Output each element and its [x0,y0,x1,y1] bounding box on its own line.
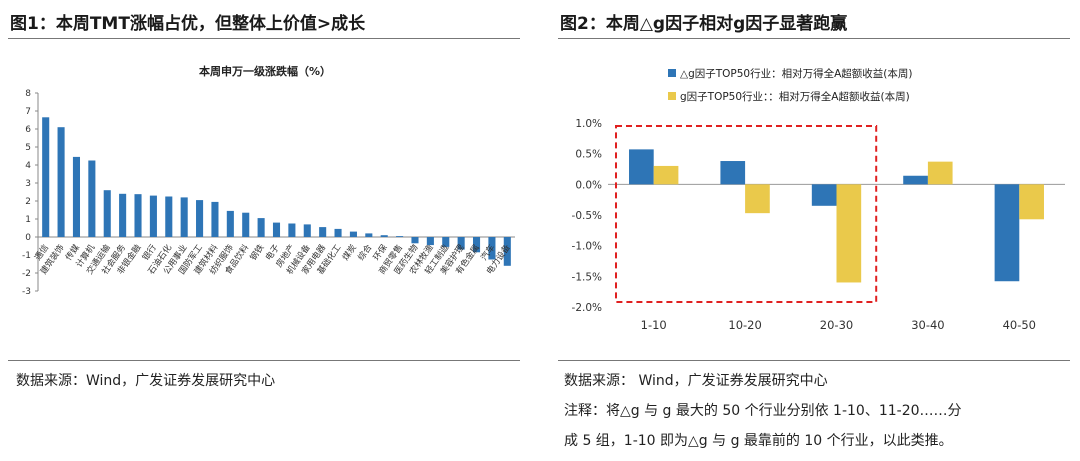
bar [165,196,173,237]
x-tick-label: 30-40 [911,318,944,332]
bar [103,190,111,237]
bar [272,222,281,237]
bar [303,224,311,237]
legend-swatch [668,92,676,100]
y-tick-label: 7 [25,107,31,117]
figure-2-title: 图2：本周△g因子相对g因子显著跑赢 [560,14,848,34]
legend-swatch [668,69,676,77]
data-source: 数据来源： Wind，广发证券发展研究中心 [564,373,828,389]
legend-label: g因子TOP50行业：：相对万得全A超额收益(本周) [680,90,910,103]
bar [411,237,419,244]
y-tick-label: 0 [25,233,31,243]
y-tick-label: 0.5% [575,149,602,161]
bar [927,161,953,185]
y-tick-label: -1 [22,251,31,261]
source-rule [8,360,520,361]
bar [180,197,188,237]
bar [472,237,481,253]
bar [196,200,204,237]
note-line-2: 成 5 组，1-10 即为△g 与 g 最靠前的 10 个行业，以此类推。 [564,433,953,449]
title-rule [558,38,1070,39]
bar [88,160,96,237]
y-tick-label: 3 [25,179,31,189]
x-tick-label: 10-20 [728,318,761,332]
bar [745,184,770,214]
x-tick-label: 40-50 [1003,318,1036,332]
bar [349,231,357,237]
x-tick-label: 20-30 [820,318,853,332]
y-tick-label: 5 [25,143,31,153]
bar [426,237,434,246]
bar [457,237,465,250]
y-tick-label: 8 [25,89,31,99]
y-tick-label: -0.5% [572,210,602,222]
bar [57,127,65,237]
chart-title: 本周申万一级涨跌幅（%） [199,64,331,78]
bar [994,184,1020,282]
factor-excess-return-chart: △g因子TOP50行业：相对万得全A超额收益(本周) g因子TOP50行业：：相对… [572,67,1065,332]
y-tick-label: -1.5% [572,271,602,283]
bar [653,165,679,185]
x-tick-label: 1-10 [641,318,667,332]
bar [288,223,296,237]
bar [811,184,837,206]
bar [380,235,388,237]
y-tick-label: -2 [22,269,31,279]
bar [211,201,219,237]
bar [488,237,496,260]
bar [134,194,142,237]
bar [365,233,373,237]
y-tick-label: 1 [25,215,31,225]
bar [149,195,157,237]
highlight-box [615,125,878,303]
data-source: 数据来源：Wind，广发证券发展研究中心 [16,373,276,389]
legend-label: △g因子TOP50行业：相对万得全A超额收益(本周) [680,67,913,80]
bar [629,149,654,185]
x-tick-label: 综合 [356,242,375,263]
right-figure-panel: 图2：本周△g因子相对g因子显著跑赢 △g因子TOP50行业：相对万得全A超额收… [550,0,1080,461]
y-tick-label: -1.0% [572,241,602,253]
bar [242,212,250,237]
y-tick-label: -2.0% [572,302,602,314]
x-tick-label: 钢铁 [248,242,267,263]
y-tick-label: 4 [25,161,31,171]
title-rule [8,38,520,39]
x-tick-label: 煤炭 [340,242,359,263]
bar [257,218,265,237]
note-line-1: 注释：将△g 与 g 最大的 50 个行业分别依 1-10、11-20……分 [564,403,962,419]
source-rule [558,360,1070,361]
y-tick-label: -3 [22,287,31,297]
left-figure-panel: 图1：本周TMT涨幅占优，但整体上价值>成长 本周申万一级涨跌幅（%） -3 -2 -… [0,0,530,461]
bar [72,156,81,237]
y-tick-label: 6 [25,125,31,135]
y-tick-label: 0.0% [575,179,602,191]
bar [42,117,50,237]
figure-1-title: 图1：本周TMT涨幅占优，但整体上价值>成长 [10,14,366,34]
bar [334,228,342,237]
bar [319,227,327,237]
y-tick-label: 1.0% [575,118,602,130]
bar [903,175,928,185]
y-tick-label: 2 [25,197,31,207]
bar [503,237,511,266]
bar [836,184,862,283]
industry-return-chart: 本周申万一级涨跌幅（%）-3-2-1012345678通信建筑装饰传媒计算机交通… [22,64,515,297]
bar [1019,184,1044,220]
bar [396,236,404,237]
bar [119,193,127,237]
bar [226,210,234,237]
bar [442,237,450,247]
bar [720,161,746,185]
